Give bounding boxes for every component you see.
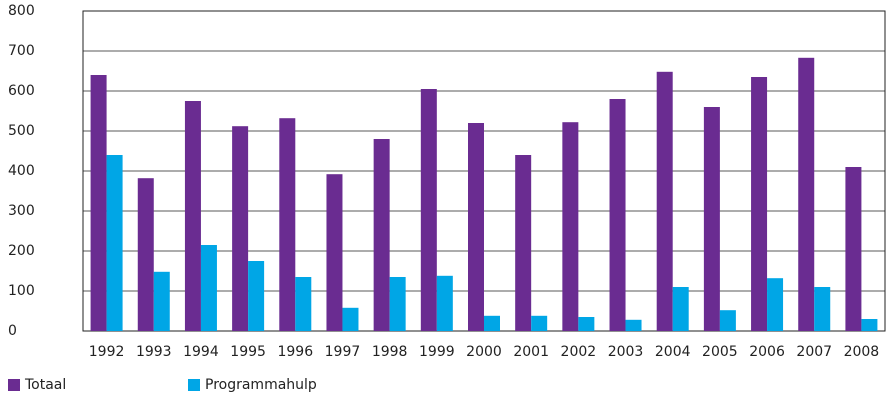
bar — [751, 77, 768, 331]
bar — [845, 167, 862, 331]
bar — [90, 75, 107, 331]
x-tick-label: 2004 — [655, 344, 691, 360]
bar — [484, 315, 500, 331]
bar — [609, 99, 626, 331]
bar — [814, 287, 831, 331]
bar — [562, 122, 579, 331]
x-tick-label: 2003 — [608, 344, 644, 360]
bar — [373, 139, 390, 331]
x-tick-label: 1994 — [183, 344, 219, 360]
y-tick-label: 200 — [8, 243, 35, 259]
bar — [767, 278, 784, 331]
bar — [420, 89, 437, 331]
y-tick-label: 800 — [8, 3, 35, 19]
y-tick-label: 400 — [8, 163, 35, 179]
x-tick-label: 1992 — [89, 344, 125, 360]
bar — [436, 275, 453, 331]
x-tick-label: 1998 — [372, 344, 408, 360]
x-tick-label: 2001 — [513, 344, 549, 360]
x-tick-label: 2005 — [702, 344, 738, 360]
bar — [672, 287, 689, 331]
bar — [232, 126, 249, 331]
bar — [106, 155, 123, 331]
x-tick-label: 1995 — [230, 344, 266, 360]
legend-swatch — [188, 379, 200, 391]
x-tick-label: 1993 — [136, 344, 172, 360]
y-tick-label: 700 — [8, 43, 35, 59]
bar — [153, 271, 170, 331]
bar — [326, 174, 343, 331]
bar — [861, 319, 878, 331]
bar — [798, 57, 815, 332]
bar — [389, 277, 406, 331]
bar — [719, 310, 736, 331]
x-tick-label: 1996 — [277, 344, 313, 360]
legend-swatch — [8, 379, 20, 391]
bar — [137, 178, 154, 331]
x-tick-label: 1997 — [325, 344, 361, 360]
bar — [200, 245, 217, 331]
x-tick-label: 1999 — [419, 344, 455, 360]
bar — [656, 71, 673, 332]
legend-label: Programmahulp — [205, 377, 317, 393]
x-tick-label: 2002 — [561, 344, 597, 360]
x-tick-label: 2008 — [844, 344, 880, 360]
x-tick-label: 2006 — [749, 344, 785, 360]
y-tick-label: 500 — [8, 123, 35, 139]
y-tick-label: 0 — [8, 323, 17, 339]
bar — [625, 319, 642, 331]
y-tick-label: 300 — [8, 203, 35, 219]
legend-label: Totaal — [24, 377, 66, 393]
x-tick-label: 2007 — [796, 344, 832, 360]
bar — [703, 107, 720, 331]
bar — [295, 277, 312, 331]
y-tick-label: 100 — [8, 283, 35, 299]
bar — [468, 123, 484, 331]
y-tick-label: 600 — [8, 83, 35, 99]
bar — [531, 315, 548, 331]
bar — [342, 307, 359, 331]
bar — [248, 261, 265, 331]
bar — [515, 155, 532, 331]
bar — [279, 118, 296, 331]
bar — [578, 317, 595, 331]
x-tick-label: 2000 — [466, 344, 502, 360]
bar — [184, 101, 201, 331]
